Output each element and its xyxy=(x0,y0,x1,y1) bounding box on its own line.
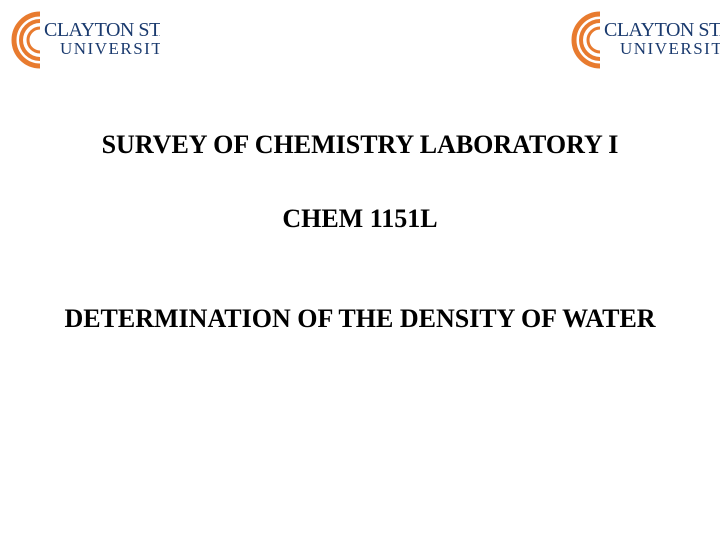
university-logo-right: CLAYTON STATE UNIVERSITY xyxy=(560,10,720,70)
logo-svg-right: CLAYTON STATE UNIVERSITY xyxy=(560,10,720,70)
logo-text-line1: CLAYTON STATE xyxy=(44,19,160,41)
logo-text-line1: CLAYTON STATE xyxy=(604,19,720,41)
experiment-title: DETERMINATION OF THE DENSITY OF WATER xyxy=(0,304,720,334)
logo-text-line2: UNIVERSITY xyxy=(60,39,160,58)
course-code: CHEM 1151L xyxy=(0,204,720,234)
university-logo-left: CLAYTON STATE UNIVERSITY xyxy=(0,10,160,70)
logo-svg-left: CLAYTON STATE UNIVERSITY xyxy=(0,10,160,70)
course-title: SURVEY OF CHEMISTRY LABORATORY I xyxy=(0,130,720,160)
slide-page: CLAYTON STATE UNIVERSITY CLAYTON STATE U… xyxy=(0,0,720,540)
slide-content: SURVEY OF CHEMISTRY LABORATORY I CHEM 11… xyxy=(0,130,720,334)
logo-text-line2: UNIVERSITY xyxy=(620,39,720,58)
